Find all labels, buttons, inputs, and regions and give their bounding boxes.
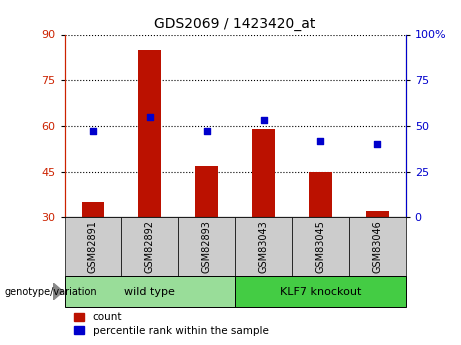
Bar bbox=[292, 217, 349, 276]
Bar bbox=[138, 50, 161, 217]
Bar bbox=[252, 129, 275, 217]
Text: wild type: wild type bbox=[124, 287, 175, 296]
Text: GSM83046: GSM83046 bbox=[372, 220, 382, 273]
Text: KLF7 knockout: KLF7 knockout bbox=[280, 287, 361, 296]
Text: GSM83043: GSM83043 bbox=[259, 220, 269, 273]
Bar bbox=[65, 276, 235, 307]
Bar bbox=[178, 217, 235, 276]
Text: GSM83045: GSM83045 bbox=[315, 220, 325, 273]
Text: GSM82891: GSM82891 bbox=[88, 220, 98, 273]
Point bbox=[203, 129, 210, 134]
Point bbox=[146, 114, 154, 120]
Text: genotype/variation: genotype/variation bbox=[5, 287, 97, 296]
Point bbox=[89, 129, 97, 134]
Bar bbox=[195, 166, 218, 217]
Title: GDS2069 / 1423420_at: GDS2069 / 1423420_at bbox=[154, 17, 316, 31]
Bar bbox=[349, 217, 406, 276]
Bar bbox=[65, 217, 121, 276]
Bar bbox=[235, 217, 292, 276]
Point bbox=[317, 138, 324, 143]
Point bbox=[260, 118, 267, 123]
Bar bbox=[82, 202, 104, 217]
Text: GSM82892: GSM82892 bbox=[145, 220, 155, 273]
Polygon shape bbox=[53, 283, 63, 300]
Legend: count, percentile rank within the sample: count, percentile rank within the sample bbox=[70, 308, 273, 340]
Bar bbox=[366, 211, 389, 217]
Point bbox=[373, 141, 381, 147]
Bar bbox=[235, 276, 406, 307]
Bar bbox=[121, 217, 178, 276]
Text: GSM82893: GSM82893 bbox=[201, 220, 212, 273]
Bar bbox=[309, 171, 332, 217]
